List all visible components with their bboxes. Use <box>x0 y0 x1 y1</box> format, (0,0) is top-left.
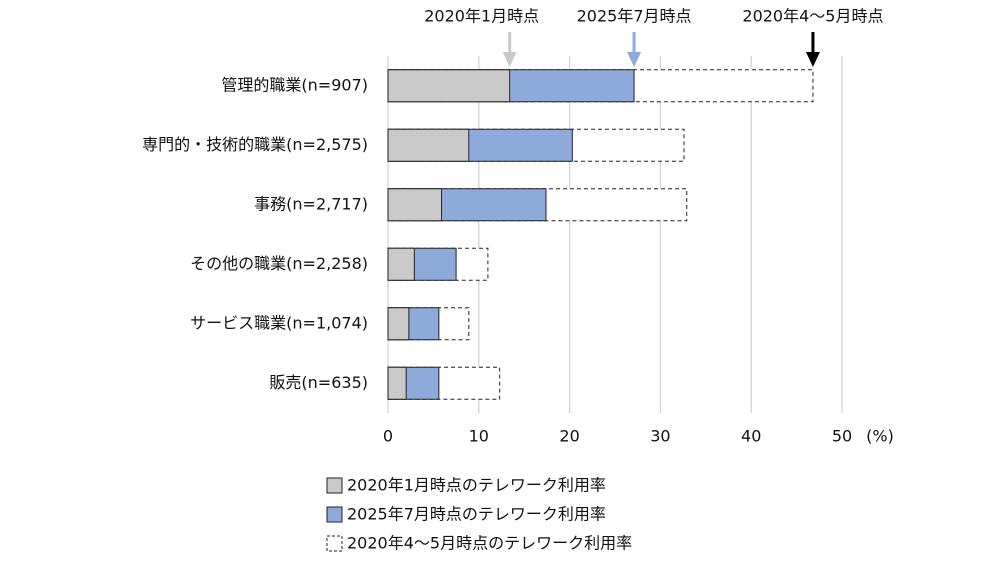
annotation: 2020年1月時点 <box>424 7 539 26</box>
annotation: 2020年4～5月時点 <box>742 7 883 26</box>
y-tick-label: サービス職業(n=1,074) <box>190 313 368 332</box>
legend-label: 2020年4～5月時点のテレワーク利用率 <box>347 534 632 553</box>
bar <box>387 366 407 400</box>
x-unit: (%) <box>866 427 894 446</box>
arrow-head <box>805 52 820 67</box>
bar <box>387 69 511 103</box>
y-tick-label: 販売(n=635) <box>269 373 368 392</box>
x-tick-label: 20 <box>559 427 579 446</box>
legend-swatch <box>326 477 343 494</box>
y-tick-label: その他の職業(n=2,258) <box>190 254 368 273</box>
y-tick-label: 管理的職業(n=907) <box>221 75 368 94</box>
legend-label: 2025年7月時点のテレワーク利用率 <box>347 505 606 524</box>
bar <box>387 188 443 222</box>
legend-label: 2020年1月時点のテレワーク利用率 <box>347 476 606 495</box>
y-tick-label: 専門的・技術的職業(n=2,575) <box>142 135 368 154</box>
arrow-head <box>627 52 642 67</box>
y-tick-label: 事務(n=2,717) <box>254 194 368 213</box>
legend-swatch <box>326 535 343 552</box>
bar <box>387 247 415 281</box>
x-tick-label: 0 <box>383 427 393 446</box>
x-tick-label: 50 <box>832 427 852 446</box>
annotation: 2025年7月時点 <box>577 7 692 26</box>
legend-swatch <box>326 506 343 523</box>
arrow-head <box>502 52 517 67</box>
x-tick-label: 30 <box>650 427 670 446</box>
bar <box>387 128 470 162</box>
x-tick-label: 10 <box>469 427 489 446</box>
bar <box>387 307 410 341</box>
x-tick-label: 40 <box>741 427 761 446</box>
